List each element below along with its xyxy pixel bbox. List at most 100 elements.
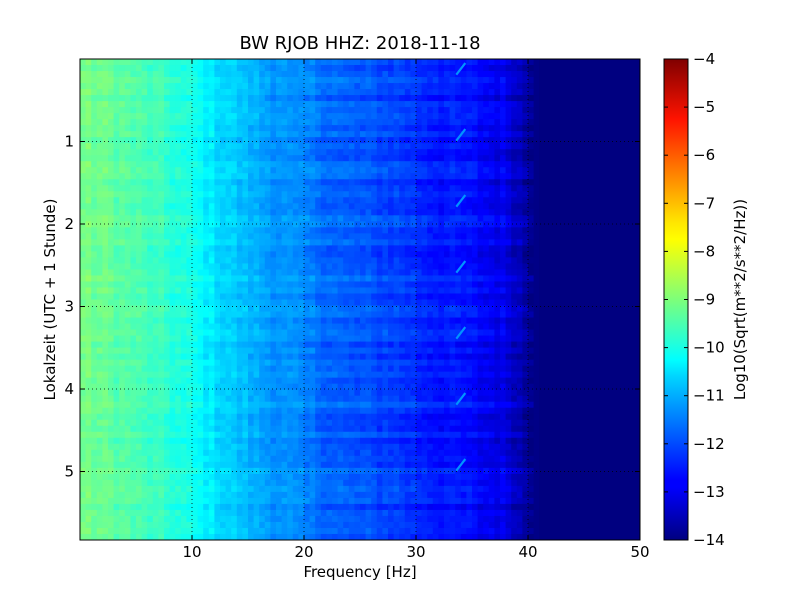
- heatmap-cell: [141, 263, 148, 271]
- heatmap-cell: [578, 155, 585, 162]
- heatmap-cell: [511, 215, 518, 222]
- heatmap-cell: [404, 209, 411, 216]
- heatmap-cell: [393, 143, 400, 150]
- heatmap-cell: [208, 137, 215, 144]
- heatmap-cell: [522, 149, 529, 156]
- heatmap-cell: [175, 83, 182, 90]
- heatmap-cell: [606, 311, 613, 319]
- heatmap-cell: [612, 197, 619, 204]
- heatmap-cell: [108, 305, 115, 313]
- heatmap-cell: [460, 167, 467, 174]
- heatmap-cell: [376, 341, 383, 349]
- heatmap-cell: [343, 191, 350, 198]
- heatmap-cell: [612, 275, 619, 283]
- heatmap-cell: [130, 119, 137, 126]
- heatmap-cell: [466, 191, 473, 198]
- heatmap-cell: [287, 317, 294, 325]
- heatmap-cell: [225, 221, 232, 228]
- heatmap-cell: [376, 173, 383, 180]
- heatmap-cell: [175, 143, 182, 150]
- heatmap-cell: [152, 59, 159, 66]
- heatmap-cell: [298, 185, 305, 192]
- heatmap-cell: [175, 317, 182, 325]
- heatmap-cell: [533, 95, 540, 102]
- heatmap-cell: [158, 353, 165, 361]
- heatmap-cell: [354, 89, 361, 96]
- heatmap-cell: [259, 341, 266, 349]
- heatmap-cell: [371, 341, 378, 349]
- heatmap-cell: [292, 251, 299, 259]
- heatmap-cell: [281, 107, 288, 114]
- heatmap-cell: [113, 239, 120, 246]
- heatmap-cell: [248, 113, 255, 120]
- heatmap-cell: [460, 293, 467, 301]
- heatmap-cell: [248, 281, 255, 289]
- heatmap-cell: [326, 107, 333, 114]
- heatmap-cell: [326, 185, 333, 192]
- heatmap-cell: [416, 137, 423, 144]
- heatmap-cell: [332, 149, 339, 156]
- heatmap-cell: [360, 125, 367, 132]
- heatmap-cell: [259, 71, 266, 78]
- heatmap-cell: [197, 107, 204, 114]
- heatmap-cell: [91, 257, 98, 265]
- heatmap-cell: [242, 299, 249, 307]
- heatmap-cell: [281, 125, 288, 132]
- heatmap-cell: [556, 155, 563, 162]
- heatmap-cell: [371, 191, 378, 198]
- heatmap-cell: [96, 209, 103, 216]
- heatmap-cell: [483, 119, 490, 126]
- heatmap-cell: [236, 143, 243, 150]
- heatmap-cell: [326, 209, 333, 216]
- heatmap-cell: [225, 299, 232, 307]
- heatmap-cell: [511, 131, 518, 138]
- heatmap-cell: [584, 281, 591, 289]
- heatmap-cell: [287, 197, 294, 204]
- heatmap-cell: [197, 59, 204, 66]
- heatmap-cell: [343, 131, 350, 138]
- heatmap-cell: [91, 89, 98, 96]
- heatmap-cell: [444, 239, 451, 246]
- heatmap-cell: [550, 131, 557, 138]
- heatmap-cell: [91, 155, 98, 162]
- heatmap-cell: [432, 71, 439, 78]
- heatmap-cell: [550, 287, 557, 295]
- heatmap-cell: [214, 209, 221, 216]
- heatmap-cell: [539, 161, 546, 168]
- heatmap-cell: [444, 89, 451, 96]
- heatmap-cell: [242, 191, 249, 198]
- heatmap-cell: [259, 161, 266, 168]
- heatmap-cell: [360, 191, 367, 198]
- heatmap-cell: [175, 77, 182, 84]
- heatmap-cell: [96, 131, 103, 138]
- heatmap-cell: [220, 215, 227, 222]
- heatmap-cell: [421, 347, 428, 355]
- heatmap-cell: [382, 179, 389, 186]
- heatmap-cell: [175, 137, 182, 144]
- heatmap-cell: [259, 263, 266, 271]
- heatmap-cell: [309, 71, 316, 78]
- heatmap-cell: [231, 311, 238, 319]
- heatmap-cell: [225, 65, 232, 72]
- heatmap-cell: [80, 311, 87, 319]
- heatmap-cell: [309, 209, 316, 216]
- heatmap-cell: [186, 251, 193, 259]
- heatmap-cell: [343, 137, 350, 144]
- heatmap-cell: [192, 287, 199, 295]
- heatmap-cell: [158, 95, 165, 102]
- heatmap-cell: [567, 197, 574, 204]
- heatmap-cell: [472, 257, 479, 265]
- heatmap-cell: [511, 347, 518, 355]
- heatmap-cell: [533, 77, 540, 84]
- heatmap-cell: [80, 59, 87, 66]
- heatmap-cell: [180, 281, 187, 289]
- heatmap-cell: [242, 89, 249, 96]
- heatmap-cell: [348, 185, 355, 192]
- heatmap-cell: [606, 323, 613, 331]
- heatmap-cell: [360, 263, 367, 271]
- heatmap-cell: [365, 275, 372, 283]
- heatmap-cell: [147, 209, 154, 216]
- heatmap-cell: [169, 275, 176, 283]
- heatmap-cell: [606, 299, 613, 307]
- heatmap-cell: [449, 233, 456, 240]
